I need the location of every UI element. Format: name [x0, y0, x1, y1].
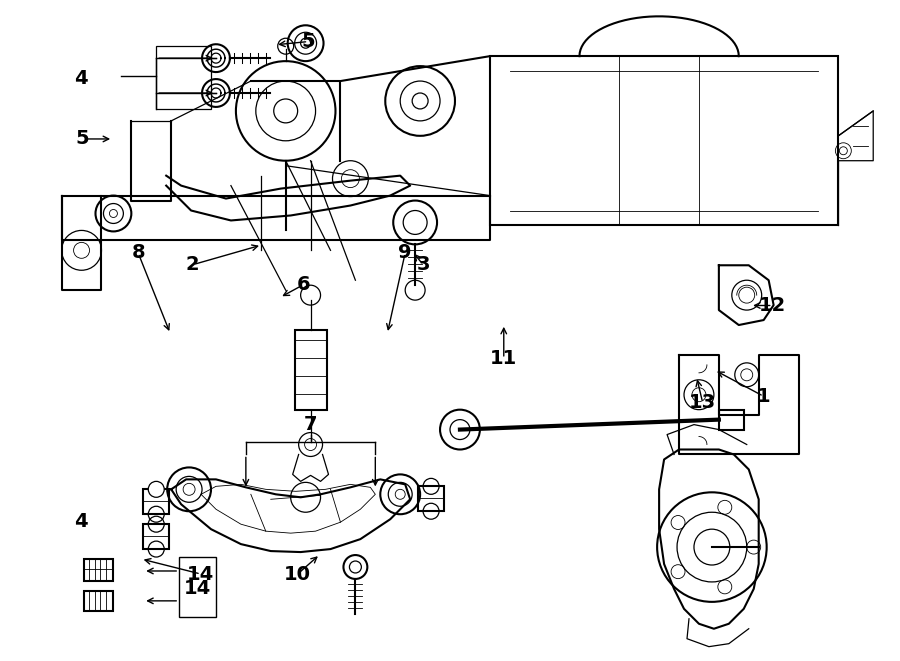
Circle shape: [148, 481, 164, 497]
Text: 12: 12: [759, 296, 787, 315]
Text: 5: 5: [302, 32, 315, 51]
Text: 5: 5: [76, 130, 89, 149]
Text: 8: 8: [131, 243, 145, 262]
Text: 1: 1: [757, 387, 770, 406]
Text: 4: 4: [74, 512, 87, 531]
Text: 11: 11: [491, 349, 518, 368]
Text: 2: 2: [186, 255, 200, 274]
Text: 14: 14: [184, 580, 211, 598]
Text: 14: 14: [187, 564, 214, 584]
Text: 9: 9: [399, 243, 412, 262]
Text: 6: 6: [297, 275, 310, 294]
Text: 4: 4: [74, 69, 87, 87]
Text: 7: 7: [304, 415, 318, 434]
Text: 13: 13: [689, 393, 716, 412]
Text: 3: 3: [417, 255, 430, 274]
Text: 10: 10: [284, 564, 311, 584]
